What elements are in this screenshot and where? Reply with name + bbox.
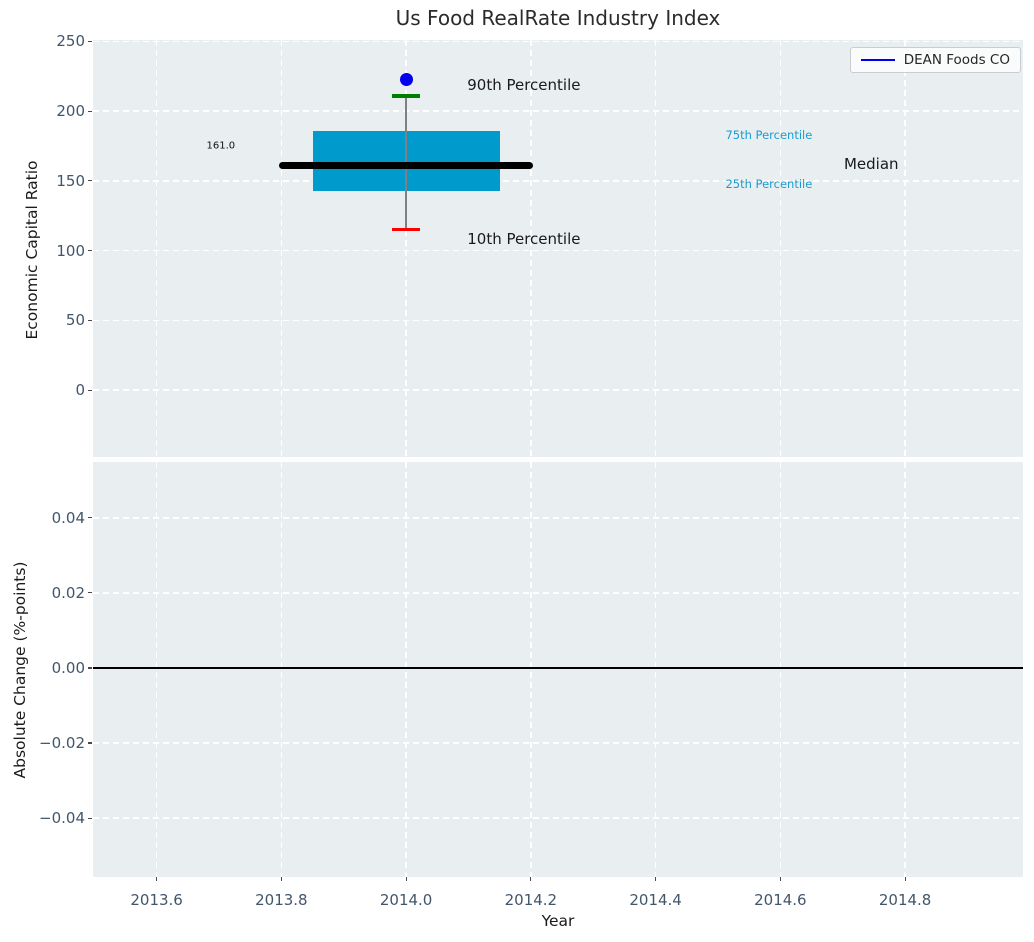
gridline-horizontal bbox=[93, 180, 1023, 182]
x-axis-label-year: Year bbox=[541, 912, 575, 930]
y-axis-label-absolute-change: Absolute Change (%-points) bbox=[11, 561, 29, 779]
gridline-vertical bbox=[155, 462, 158, 877]
x-tick-label: 2014.6 bbox=[754, 891, 807, 909]
gridline-horizontal bbox=[93, 517, 1023, 519]
y-tick-label: 100 bbox=[56, 241, 85, 260]
gridline-vertical bbox=[530, 40, 532, 457]
annotation-90th-percentile: 90th Percentile bbox=[467, 75, 581, 94]
x-tick-label: 2013.8 bbox=[255, 891, 308, 909]
top-axes-plot-area bbox=[93, 40, 1023, 457]
y-tick-mark bbox=[88, 742, 92, 744]
gridline-horizontal bbox=[93, 249, 1023, 252]
gridline-vertical bbox=[405, 462, 407, 877]
x-tick-mark bbox=[156, 877, 158, 881]
x-tick-mark bbox=[530, 877, 532, 881]
boxplot-median-line bbox=[279, 162, 533, 170]
x-tick-label: 2014.4 bbox=[629, 891, 682, 909]
gridline-horizontal bbox=[93, 319, 1023, 321]
gridline-vertical bbox=[904, 462, 906, 877]
annotation-161-0: 161.0 bbox=[206, 140, 236, 152]
legend-line-sample bbox=[860, 59, 895, 61]
x-tick-label: 2013.6 bbox=[130, 891, 183, 909]
gridline-vertical bbox=[280, 462, 283, 877]
y-tick-mark bbox=[88, 110, 92, 112]
y-tick-label: 0.04 bbox=[51, 508, 85, 527]
y-tick-mark bbox=[88, 180, 92, 182]
y-tick-label: 0.02 bbox=[51, 583, 85, 602]
company-data-point bbox=[399, 72, 413, 86]
annotation-10th-percentile: 10th Percentile bbox=[467, 230, 581, 249]
gridline-horizontal bbox=[93, 592, 1023, 594]
y-tick-mark bbox=[88, 592, 92, 594]
gridline-vertical bbox=[155, 40, 158, 457]
y-tick-mark bbox=[88, 40, 92, 42]
gridline-vertical bbox=[904, 40, 906, 457]
x-tick-label: 2014.0 bbox=[379, 891, 433, 909]
gridline-vertical bbox=[779, 462, 782, 877]
x-tick-mark bbox=[779, 877, 781, 881]
gridline-horizontal bbox=[93, 817, 1023, 819]
annotation-75th-percentile: 75th Percentile bbox=[725, 127, 813, 142]
boxplot-10th-percentile-cap bbox=[392, 227, 420, 232]
y-tick-mark bbox=[88, 250, 92, 252]
x-tick-mark bbox=[280, 877, 282, 881]
zero-change-line bbox=[93, 667, 1023, 669]
y-tick-mark bbox=[88, 389, 92, 391]
boxplot-90th-percentile-cap bbox=[392, 94, 420, 98]
x-tick-label: 2014.8 bbox=[878, 891, 932, 909]
x-tick-mark bbox=[904, 877, 906, 881]
legend[interactable]: DEAN Foods CO bbox=[849, 47, 1021, 73]
gridline-vertical bbox=[654, 462, 657, 877]
gridline-vertical bbox=[405, 40, 407, 457]
y-tick-label: 0 bbox=[75, 381, 85, 400]
y-tick-label: 50 bbox=[65, 311, 85, 330]
y-tick-label: 200 bbox=[56, 102, 85, 121]
x-tick-label: 2014.2 bbox=[504, 891, 558, 909]
y-tick-mark bbox=[88, 667, 92, 669]
y-axis-label-economic-capital-ratio: Economic Capital Ratio bbox=[23, 160, 41, 340]
bottom-axes-plot-area bbox=[93, 462, 1023, 877]
chart-title: Us Food RealRate Industry Index bbox=[395, 6, 721, 30]
gridline-horizontal bbox=[93, 40, 1023, 43]
y-tick-mark bbox=[88, 817, 92, 819]
y-tick-label: −0.02 bbox=[39, 734, 85, 753]
gridline-vertical bbox=[280, 40, 283, 457]
y-tick-label: 250 bbox=[56, 32, 85, 51]
gridline-vertical bbox=[654, 40, 657, 457]
y-tick-label: 150 bbox=[56, 171, 85, 190]
annotation-25th-percentile: 25th Percentile bbox=[725, 176, 813, 191]
x-tick-mark bbox=[405, 877, 407, 881]
gridline-vertical bbox=[779, 40, 782, 457]
gridline-horizontal bbox=[93, 389, 1023, 391]
y-tick-label: −0.04 bbox=[39, 809, 85, 828]
annotation-median: Median bbox=[843, 155, 899, 174]
gridline-horizontal bbox=[93, 110, 1023, 112]
gridline-vertical bbox=[530, 462, 532, 877]
x-tick-mark bbox=[655, 877, 657, 881]
y-tick-mark bbox=[88, 319, 92, 321]
y-tick-mark bbox=[88, 517, 92, 519]
gridline-horizontal bbox=[93, 742, 1023, 744]
legend-label: DEAN Foods CO bbox=[903, 52, 1010, 68]
y-tick-label: 0.00 bbox=[51, 658, 85, 677]
